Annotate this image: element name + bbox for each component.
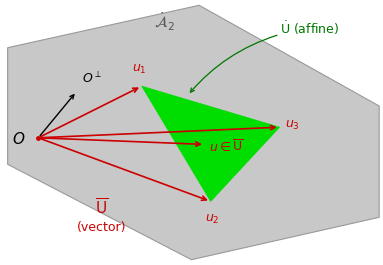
Text: $\overline{\mathrm{U}}$: $\overline{\mathrm{U}}$: [95, 198, 108, 218]
Polygon shape: [8, 5, 379, 260]
Text: $u_1$: $u_1$: [133, 63, 147, 76]
Text: $u_3$: $u_3$: [285, 119, 300, 132]
Text: $\dot{\mathcal{A}}_2$: $\dot{\mathcal{A}}_2$: [154, 10, 175, 33]
Text: $u_2$: $u_2$: [205, 213, 220, 226]
Text: $\dot{\mathrm{U}}$ (affine): $\dot{\mathrm{U}}$ (affine): [280, 19, 339, 37]
Text: $u \in \overline{\mathrm{U}}$: $u \in \overline{\mathrm{U}}$: [209, 139, 244, 155]
Text: $O$: $O$: [11, 131, 25, 147]
Text: $O^{\perp}$: $O^{\perp}$: [82, 71, 102, 86]
Polygon shape: [142, 86, 280, 201]
Text: (vector): (vector): [77, 221, 126, 235]
